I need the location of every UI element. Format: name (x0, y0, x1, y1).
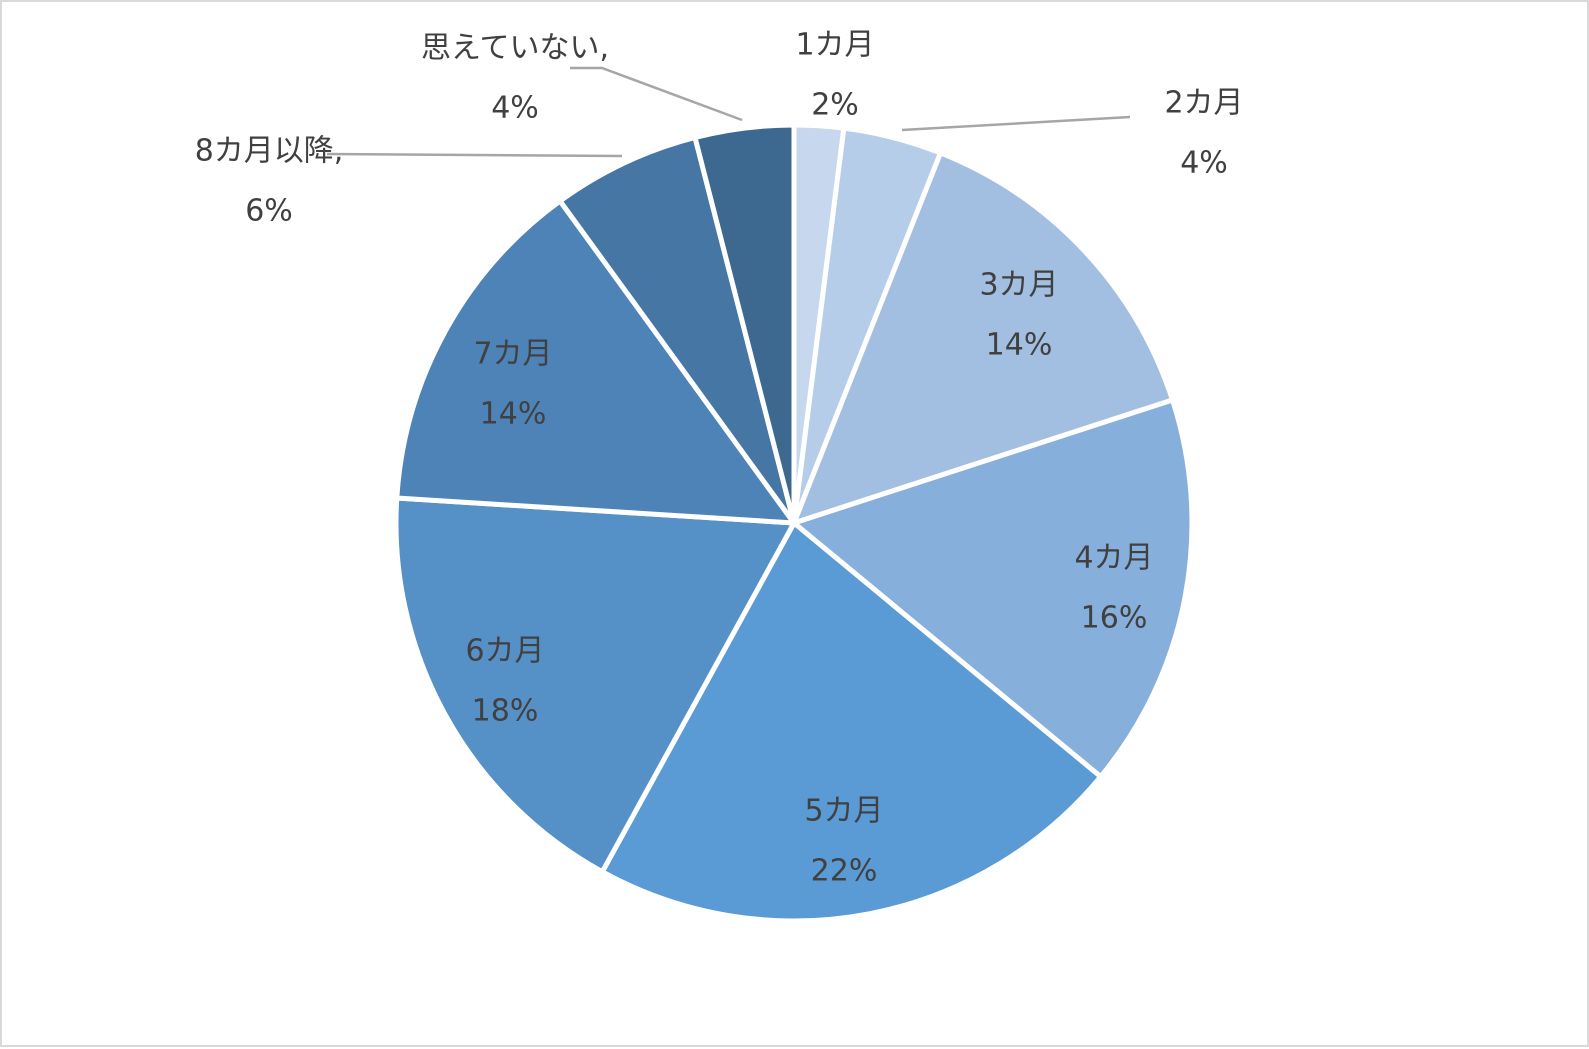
slice-name-label-6: 6カ月 (465, 634, 544, 669)
slice-name-label-1: 1カ月 (795, 28, 874, 63)
slice-name-label-4: 4カ月 (1074, 541, 1153, 576)
leader-line-9 (570, 66, 743, 122)
slice-value-label-6: 18% (472, 694, 539, 729)
slice-value-label-9: 4% (491, 91, 539, 126)
slice-name-label-7: 7カ月 (473, 337, 552, 372)
slice-name-label-3: 3カ月 (979, 268, 1058, 303)
pie-slice-7 (394, 198, 797, 526)
slice-value-label-1: 2% (811, 88, 859, 123)
pie-slice-5 (599, 520, 1104, 924)
leader-line-2 (901, 115, 1131, 132)
pie-slice-4 (791, 397, 1195, 780)
pie-slice-8 (557, 135, 797, 526)
pie-slices (393, 122, 1195, 924)
slice-value-label-3: 14% (986, 328, 1053, 363)
slice-name-label-5: 5カ月 (804, 794, 883, 829)
leader-lines (326, 66, 1131, 158)
leader-line-8 (326, 152, 623, 158)
slice-value-label-2: 4% (1180, 146, 1228, 181)
pie-slice-6 (393, 495, 797, 875)
slice-value-label-8: 6% (245, 194, 293, 229)
slice-name-label-8: 8カ月以降, (195, 134, 344, 169)
slice-name-label-2: 2カ月 (1164, 86, 1243, 121)
slice-value-label-7: 14% (480, 397, 547, 432)
slice-value-label-5: 22% (811, 854, 878, 889)
slice-value-label-4: 16% (1081, 601, 1148, 636)
data-labels: 1カ月 2% 2カ月 4% 3カ月 14% 4カ月 16% 5カ月 22% 6カ月 18% 7カ月 14%… (195, 28, 1244, 889)
slice-name-label-9: 思えていない, (421, 31, 609, 66)
pie-slice-9 (692, 122, 797, 526)
